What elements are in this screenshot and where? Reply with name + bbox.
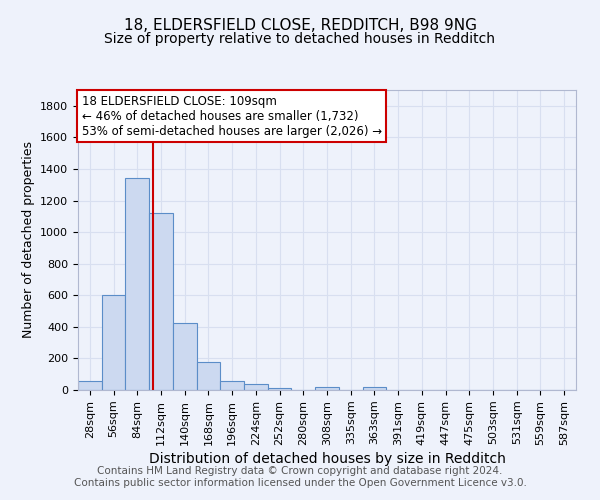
Bar: [244, 384, 268, 390]
Bar: [102, 296, 125, 390]
Bar: [149, 213, 173, 390]
Bar: [173, 323, 197, 390]
Text: 18 ELDERSFIELD CLOSE: 109sqm
← 46% of detached houses are smaller (1,732)
53% of: 18 ELDERSFIELD CLOSE: 109sqm ← 46% of de…: [82, 94, 382, 138]
Text: Contains HM Land Registry data © Crown copyright and database right 2024.
Contai: Contains HM Land Registry data © Crown c…: [74, 466, 526, 487]
Bar: [315, 387, 339, 390]
Bar: [78, 380, 102, 390]
Text: Size of property relative to detached houses in Redditch: Size of property relative to detached ho…: [104, 32, 496, 46]
Bar: [220, 380, 244, 390]
Bar: [125, 178, 149, 390]
Text: 18, ELDERSFIELD CLOSE, REDDITCH, B98 9NG: 18, ELDERSFIELD CLOSE, REDDITCH, B98 9NG: [124, 18, 476, 32]
Bar: [362, 386, 386, 390]
Y-axis label: Number of detached properties: Number of detached properties: [22, 142, 35, 338]
X-axis label: Distribution of detached houses by size in Redditch: Distribution of detached houses by size …: [149, 452, 505, 466]
Bar: [197, 362, 220, 390]
Bar: [268, 388, 292, 390]
